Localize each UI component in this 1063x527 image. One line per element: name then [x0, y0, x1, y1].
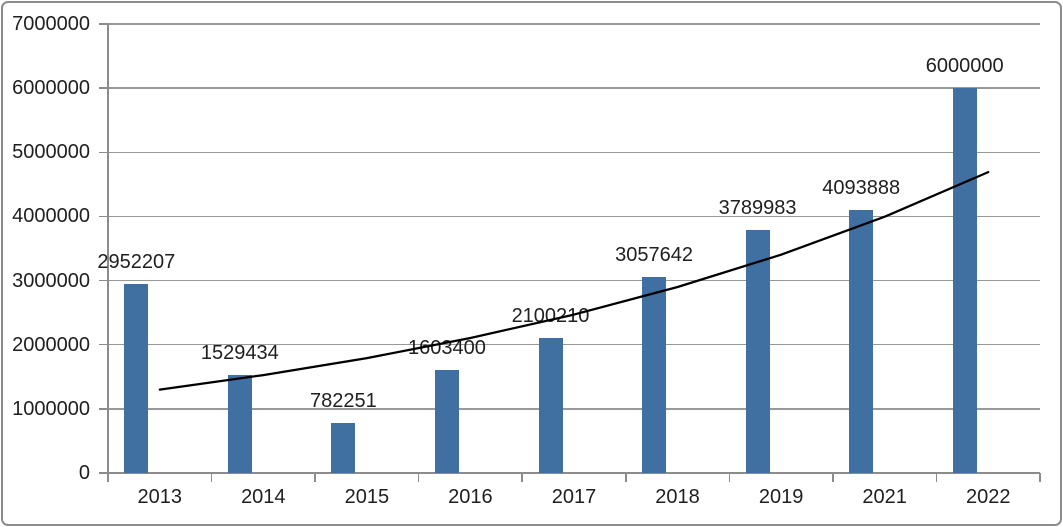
bar-2016	[434, 370, 459, 473]
x-axis-line	[107, 471, 1040, 474]
y-axis-tick	[99, 408, 109, 410]
y-axis-tick	[99, 472, 109, 474]
x-axis-tick	[521, 473, 523, 482]
bar-value-label: 3789983	[718, 196, 797, 219]
x-axis-tick	[625, 473, 627, 482]
bar-2021	[849, 210, 874, 473]
gridline	[108, 215, 1040, 218]
gridline	[108, 87, 1040, 89]
y-axis-tick	[99, 279, 109, 282]
x-axis-label-2013: 2013	[137, 486, 183, 508]
bar-2013	[124, 283, 149, 473]
gridline	[108, 23, 1040, 25]
bar-value-label: 3057642	[615, 243, 693, 266]
x-axis-tick	[832, 473, 834, 482]
y-axis-tick	[99, 151, 109, 154]
x-axis-label-2018: 2018	[655, 486, 700, 508]
trendline-path	[158, 170, 990, 391]
gridline	[108, 343, 1040, 346]
y-axis-tick-label: 1000000	[12, 397, 90, 420]
x-axis-tick	[417, 473, 420, 482]
x-axis-label-2014: 2014	[241, 486, 286, 508]
bar-2018	[642, 276, 667, 473]
y-axis-tick	[99, 215, 109, 218]
y-axis-tick-label: 4000000	[12, 205, 90, 228]
y-axis-line	[107, 24, 109, 473]
y-axis-tick-label: 5000000	[12, 141, 90, 164]
x-axis-label-2016: 2016	[448, 486, 493, 508]
y-axis-tick	[99, 23, 109, 25]
x-axis-label-2022: 2022	[965, 486, 1011, 508]
x-axis-label-2019: 2019	[758, 486, 804, 508]
y-axis-tick	[99, 343, 109, 346]
bar-value-label: 2100210	[511, 305, 590, 328]
bar-2015	[331, 422, 356, 473]
bar-2019	[745, 229, 770, 473]
x-axis-label-2021: 2021	[862, 486, 907, 508]
gridline	[108, 279, 1040, 282]
bar-value-label: 6000000	[925, 55, 1004, 78]
x-axis-tick	[107, 473, 109, 482]
bar-value-label: 2952207	[97, 250, 176, 273]
gridline	[108, 408, 1040, 410]
bar-2022	[952, 88, 977, 473]
y-axis-tick-label: 7000000	[12, 13, 90, 35]
y-axis-tick-label: 3000000	[12, 269, 90, 292]
x-axis-tick	[1039, 473, 1041, 482]
bar-value-label: 1603400	[408, 337, 486, 360]
gridline	[108, 151, 1040, 154]
y-axis-tick-label: 6000000	[12, 77, 90, 100]
bar-value-label: 782251	[310, 389, 377, 412]
y-axis-tick	[99, 87, 109, 89]
bar-2014	[227, 374, 252, 473]
bar-2017	[538, 338, 563, 473]
x-axis-tick	[935, 473, 938, 482]
x-axis-tick	[728, 473, 731, 482]
y-axis-tick-label: 2000000	[12, 333, 90, 356]
bar-value-label: 1529434	[200, 341, 279, 364]
x-axis-tick	[314, 473, 316, 482]
y-axis-tick-label: 0	[78, 462, 90, 484]
bar-value-label: 4093888	[822, 177, 901, 200]
x-axis-label-2017: 2017	[551, 486, 597, 508]
x-axis-label-2015: 2015	[344, 486, 390, 508]
x-axis-tick	[210, 473, 213, 482]
